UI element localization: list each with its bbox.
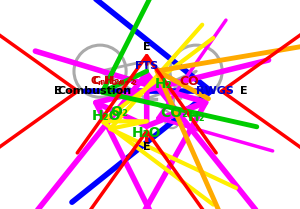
Text: H₂: H₂: [187, 110, 205, 124]
Text: E: E: [54, 86, 61, 96]
Text: RWGS: RWGS: [196, 86, 234, 96]
Text: CₙH₂ₙ₊₂: CₙH₂ₙ₊₂: [92, 76, 135, 87]
Text: E: E: [240, 86, 248, 96]
Text: CO: CO: [179, 75, 199, 88]
Text: $\mathbf{C_nH_{2n+2}}$: $\mathbf{C_nH_{2n+2}}$: [90, 75, 137, 88]
Text: H₂: H₂: [154, 77, 172, 91]
Text: O₂: O₂: [110, 105, 128, 119]
Text: Combustion: Combustion: [58, 86, 132, 96]
Text: H₂O: H₂O: [92, 109, 122, 123]
Text: FTS: FTS: [135, 61, 158, 71]
Text: H₂O: H₂O: [132, 126, 161, 140]
Text: CO₂: CO₂: [160, 106, 188, 120]
Text: E: E: [143, 142, 151, 152]
Text: E: E: [143, 42, 151, 52]
